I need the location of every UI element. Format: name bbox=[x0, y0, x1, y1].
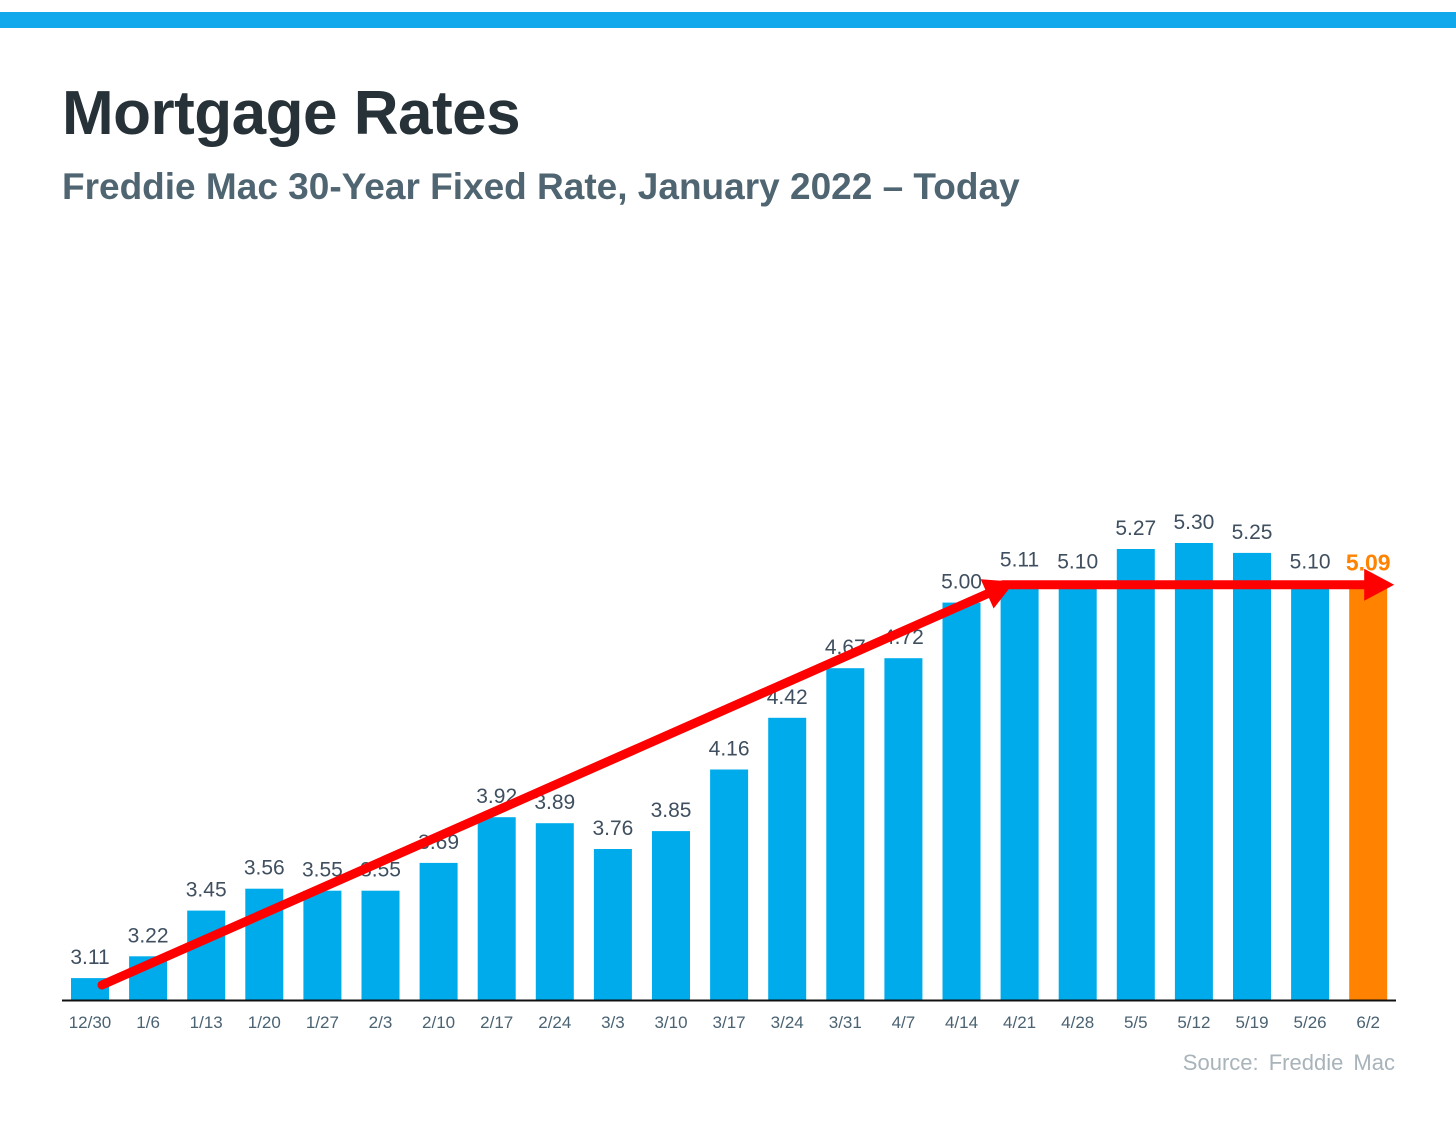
x-tick-label-4/21: 4/21 bbox=[1003, 1013, 1036, 1032]
value-label-1/20: 3.56 bbox=[244, 857, 285, 880]
value-label-5/5: 5.27 bbox=[1115, 517, 1156, 540]
x-tick-label-1/13: 1/13 bbox=[190, 1013, 223, 1032]
bar-5/19 bbox=[1233, 552, 1271, 1000]
value-label-3/17: 4.16 bbox=[709, 738, 750, 761]
x-tick-label-1/6: 1/6 bbox=[136, 1013, 160, 1032]
bar-2/10 bbox=[419, 862, 458, 1000]
bar-3/24 bbox=[768, 717, 807, 1000]
bar-4/28 bbox=[1058, 582, 1097, 1000]
bar-1/27 bbox=[303, 890, 342, 1000]
bars-group bbox=[71, 543, 1388, 1000]
x-tick-label-1/20: 1/20 bbox=[248, 1013, 281, 1032]
value-label-5/26: 5.10 bbox=[1290, 551, 1331, 574]
x-tick-label-12/30: 12/30 bbox=[69, 1013, 112, 1032]
bar-6/2 bbox=[1349, 584, 1388, 1000]
bar-5/26 bbox=[1291, 582, 1330, 1000]
x-tick-label-2/3: 2/3 bbox=[369, 1013, 393, 1032]
top-accent-bar bbox=[0, 12, 1456, 28]
x-tick-label-2/10: 2/10 bbox=[422, 1013, 455, 1032]
x-tick-label-5/5: 5/5 bbox=[1124, 1013, 1148, 1032]
bar-2/24 bbox=[535, 823, 574, 1000]
bar-5/5 bbox=[1116, 549, 1155, 1000]
chart-title: Mortgage Rates bbox=[62, 79, 521, 148]
x-tick-label-3/3: 3/3 bbox=[601, 1013, 625, 1032]
bar-3/3 bbox=[593, 849, 632, 1000]
value-label-5/19: 5.25 bbox=[1232, 521, 1273, 544]
value-label-4/28: 5.10 bbox=[1057, 551, 1098, 574]
bar-3/31 bbox=[826, 668, 865, 1000]
value-labels-group: 3.113.223.453.56 3.55 3.553.693.92 3.893.76… bbox=[70, 511, 1390, 969]
bar-2/17 bbox=[477, 817, 516, 1000]
x-tick-label-3/17: 3/17 bbox=[713, 1013, 746, 1032]
bar-1/13 bbox=[187, 910, 226, 1000]
value-label-3/10: 3.85 bbox=[651, 799, 692, 822]
x-tick-label-2/17: 2/17 bbox=[480, 1013, 513, 1032]
bar-3/10 bbox=[652, 831, 690, 1000]
value-label-4/21: 5.11 bbox=[1000, 549, 1039, 572]
x-tick-labels-group: 12/30 1/6 1/13 1/20 1/27 2/3 2/10 2/17 2/24 3/3 3/… bbox=[69, 1013, 1380, 1032]
x-tick-label-3/10: 3/10 bbox=[654, 1013, 687, 1032]
x-tick-label-3/31: 3/31 bbox=[829, 1013, 862, 1032]
bar-3/17 bbox=[710, 769, 749, 1000]
x-tick-label-3/24: 3/24 bbox=[771, 1013, 804, 1032]
bar-4/7 bbox=[884, 658, 923, 1000]
value-label-2/24: 3.89 bbox=[534, 791, 575, 814]
value-label-5/12: 5.30 bbox=[1173, 511, 1214, 534]
x-tick-label-1/27: 1/27 bbox=[306, 1013, 339, 1032]
value-label-4/14: 5.00 bbox=[941, 571, 982, 594]
bar-4/14 bbox=[942, 602, 981, 1000]
source-note: Source: Freddie Mac bbox=[1182, 1050, 1395, 1075]
value-label-1/27: 3.55 bbox=[302, 859, 343, 882]
rising-trend-arrow-shaft bbox=[97, 589, 992, 990]
bar-4/21 bbox=[1000, 580, 1039, 1000]
x-tick-label-2/24: 2/24 bbox=[538, 1013, 571, 1032]
x-tick-label-5/26: 5/26 bbox=[1294, 1013, 1327, 1032]
flat-trend-arrow-head bbox=[1364, 568, 1395, 601]
value-label-12/30: 3.11 bbox=[70, 946, 109, 969]
trend-arrows-group bbox=[97, 568, 1395, 990]
x-tick-label-6/2: 6/2 bbox=[1356, 1013, 1380, 1032]
value-label-1/13: 3.45 bbox=[186, 879, 227, 902]
x-tick-label-4/28: 4/28 bbox=[1061, 1013, 1094, 1032]
chart-subtitle: Freddie Mac 30-Year Fixed Rate, January … bbox=[62, 166, 1020, 207]
x-tick-label-4/7: 4/7 bbox=[892, 1013, 916, 1032]
bar-2/3 bbox=[361, 890, 400, 1000]
bar-5/12 bbox=[1174, 543, 1213, 1000]
value-label-1/6: 3.22 bbox=[128, 924, 169, 947]
x-tick-label-4/14: 4/14 bbox=[945, 1013, 978, 1032]
value-label-3/3: 3.76 bbox=[592, 817, 633, 840]
x-tick-label-5/12: 5/12 bbox=[1177, 1013, 1210, 1032]
x-tick-label-5/19: 5/19 bbox=[1235, 1013, 1268, 1032]
